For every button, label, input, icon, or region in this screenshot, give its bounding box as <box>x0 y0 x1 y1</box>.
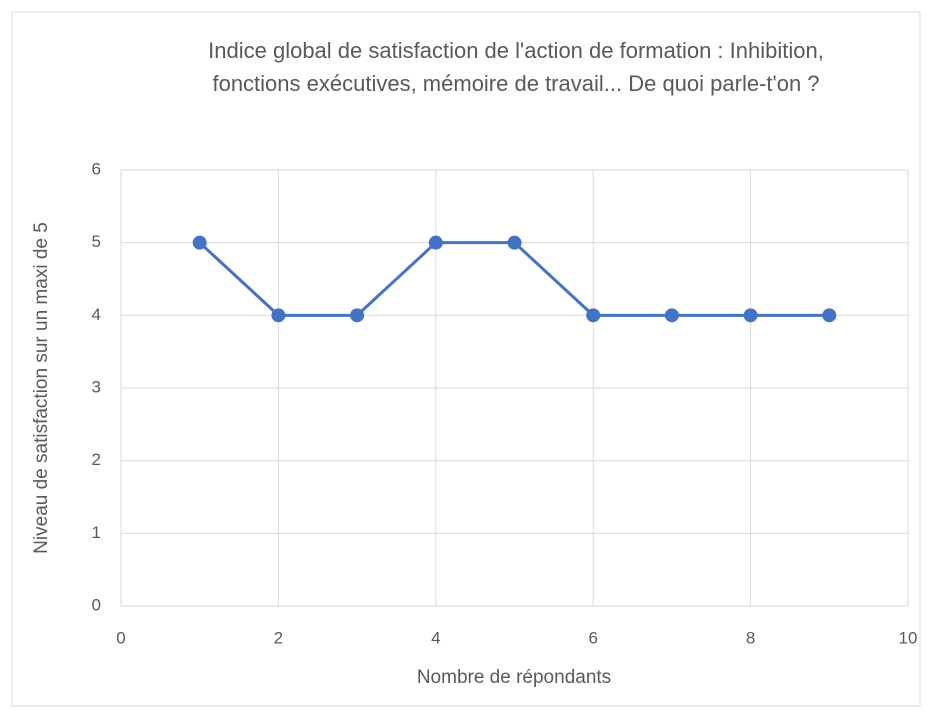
data-point <box>822 308 837 323</box>
y-axis-label: Niveau de satisfaction sur un maxi de 5 <box>31 222 52 554</box>
x-tick-label: 10 <box>899 628 918 647</box>
y-tick-label: 3 <box>92 377 101 396</box>
y-tick-label: 4 <box>92 305 101 324</box>
chart-title: Indice global de satisfaction de l'actio… <box>208 38 824 96</box>
x-tick-label: 4 <box>431 628 440 647</box>
chart-border <box>11 11 921 707</box>
y-tick-label: 6 <box>92 159 101 178</box>
x-tick-label: 0 <box>116 628 125 647</box>
data-point <box>192 235 207 250</box>
data-point <box>428 235 443 250</box>
data-point <box>664 308 679 323</box>
x-tick-label: 2 <box>274 628 283 647</box>
data-point <box>350 308 365 323</box>
x-tick-label: 8 <box>746 628 755 647</box>
y-tick-label: 1 <box>92 523 101 542</box>
y-tick-label: 5 <box>92 232 101 251</box>
data-point <box>586 308 601 323</box>
data-point <box>271 308 286 323</box>
data-point <box>507 235 522 250</box>
data-point <box>743 308 758 323</box>
series-line <box>198 241 830 317</box>
y-tick-label: 0 <box>92 595 101 614</box>
x-tick-label: 6 <box>588 628 597 647</box>
y-tick-label: 2 <box>92 450 101 469</box>
x-axis-label: Nombre de répondants <box>417 667 611 688</box>
